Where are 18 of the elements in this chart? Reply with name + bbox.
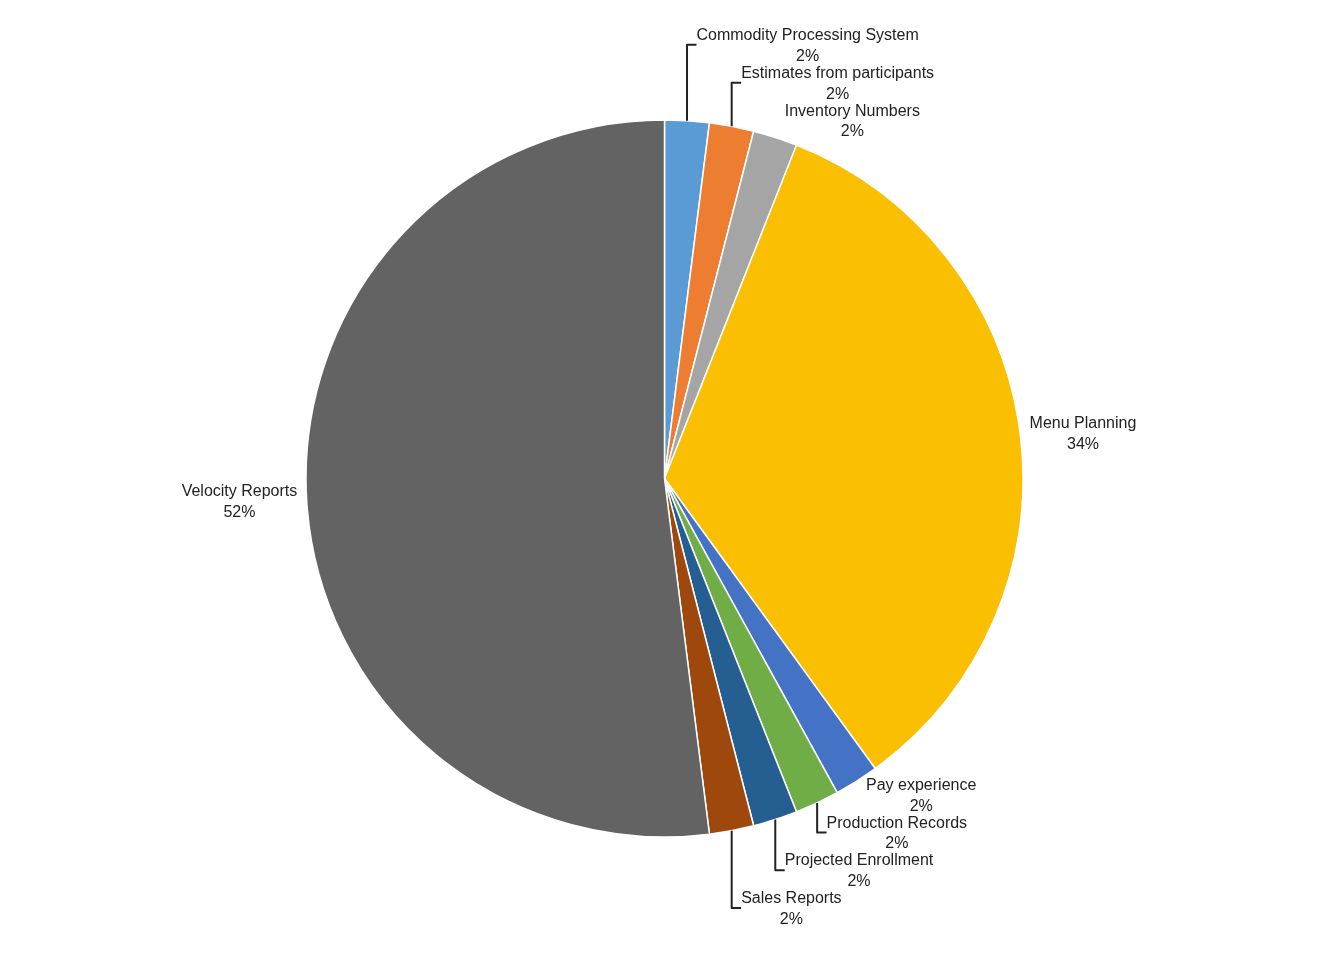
data-label: 2% (840, 122, 864, 140)
data-label: 34% (1066, 435, 1100, 453)
data-label: 2% (779, 909, 803, 927)
data-label: 2% (796, 46, 820, 64)
slice-label: Menu Planning (1029, 414, 1137, 432)
slice-label: Pay experience (866, 775, 977, 793)
slice-label: Sales Reports (741, 889, 842, 907)
slice-label: Projected Enrollment (784, 851, 934, 869)
slice-label: Velocity Reports (181, 482, 298, 500)
data-label: 2% (826, 84, 850, 102)
slice-label: Production Records (826, 813, 968, 831)
data-label: 52% (223, 502, 256, 520)
data-label: 2% (909, 796, 933, 814)
slice-label: Commodity Processing System (696, 25, 919, 43)
slice-label: Estimates from participants (741, 63, 935, 81)
slice-label: Inventory Numbers (784, 101, 920, 119)
data-label: 2% (885, 834, 909, 852)
data-label: 2% (847, 872, 871, 890)
